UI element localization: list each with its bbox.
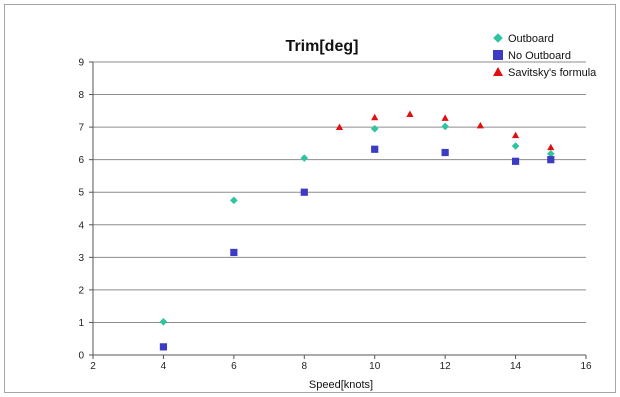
axes (89, 61, 587, 359)
x-tick-label-4: 4 (161, 361, 167, 372)
y-tick-label-4: 4 (78, 220, 84, 231)
legend-label-outboard: Outboard (508, 33, 554, 45)
legend-marker-no-outboard (493, 50, 503, 60)
legend-label-savitsky-s-formula: Savitsky's formula (508, 67, 597, 79)
y-tick-label-9: 9 (78, 58, 84, 69)
y-tick-label-5: 5 (78, 188, 84, 199)
x-tick-label-16: 16 (580, 361, 592, 372)
chart-title: Trim[deg] (286, 38, 359, 55)
legend-marker-savitsky-s-formula (493, 67, 503, 76)
x-tick-label-12: 12 (440, 361, 452, 372)
point-no-outboard-0 (159, 343, 168, 351)
y-tick-label-6: 6 (78, 155, 84, 166)
point-no-outboard-3 (371, 145, 379, 153)
x-tick-label-8: 8 (302, 361, 308, 372)
point-savitsky-s-formula-2 (406, 110, 414, 117)
point-no-outboard-6 (547, 156, 555, 164)
point-savitsky-s-formula-4 (476, 121, 484, 129)
point-outboard-2 (300, 154, 309, 162)
grid-lines (93, 61, 586, 323)
y-tick-label-2: 2 (78, 285, 84, 296)
y-tick-label-1: 1 (78, 318, 84, 329)
y-tick-label-7: 7 (78, 123, 84, 134)
legend-marker-outboard (493, 33, 503, 43)
point-outboard-6 (546, 150, 555, 158)
point-savitsky-s-formula-1 (371, 113, 379, 121)
x-tick-label-6: 6 (231, 361, 237, 372)
point-savitsky-s-formula-5 (511, 131, 520, 139)
legend: Outboard No Outboard Savitsky's formula (493, 33, 597, 79)
x-tick-labels: 2 4 6 8 10 12 14 16 (90, 361, 592, 372)
y-tick-label-3: 3 (78, 253, 84, 264)
y-tick-labels: 0 1 2 3 4 5 6 7 8 9 (78, 58, 84, 362)
point-outboard-3 (370, 124, 379, 133)
y-tick-label-0: 0 (78, 351, 84, 362)
y-tick-label-8: 8 (78, 90, 84, 101)
point-outboard-1 (230, 196, 238, 205)
point-outboard-4 (441, 122, 449, 131)
x-tick-label-14: 14 (510, 361, 522, 372)
chart-frame (4, 4, 616, 393)
legend-label-no-outboard: No Outboard (508, 50, 571, 62)
data-points (159, 110, 555, 351)
point-savitsky-s-formula-6 (547, 143, 555, 151)
point-outboard-5 (511, 142, 520, 150)
point-savitsky-s-formula-3 (441, 114, 449, 121)
point-no-outboard-1 (230, 248, 238, 257)
point-savitsky-s-formula-0 (335, 123, 344, 130)
x-axis-label: Speed[knots] (309, 379, 373, 391)
x-tick-label-10: 10 (369, 361, 381, 372)
point-no-outboard-2 (300, 188, 308, 196)
point-no-outboard-5 (511, 157, 520, 165)
point-outboard-0 (159, 317, 168, 326)
x-tick-label-2: 2 (90, 361, 96, 372)
point-no-outboard-4 (441, 148, 449, 157)
